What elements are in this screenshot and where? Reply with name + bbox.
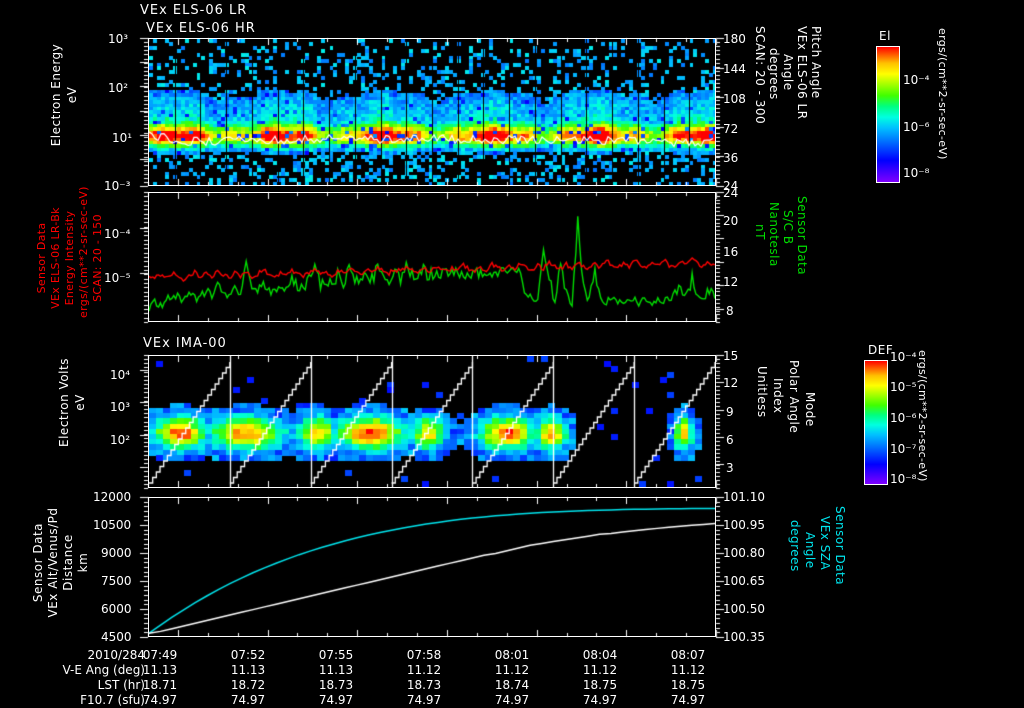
bottom-col-lst: 18.71: [142, 678, 178, 692]
panel-altitude-sza: [148, 497, 716, 637]
panel-ima-spectrogram: [148, 355, 716, 488]
panel4-rtick-100-35: 100.35: [723, 630, 765, 644]
panel3-rtick-12: 12: [723, 376, 739, 390]
colorbar1-tick-1e-4: 10⁻⁴: [903, 73, 930, 87]
panel2-rtick-12: 12: [723, 275, 739, 289]
panel2-ytick-1e-4: 10⁻⁴: [104, 227, 131, 241]
bottom-col-time: 07:55: [318, 648, 354, 662]
bottom-col-f107: 74.97: [494, 693, 530, 707]
panel1-ytick-1000: 10³: [108, 32, 129, 46]
bottom-col-f107: 74.97: [582, 693, 618, 707]
colorbar2: [864, 360, 888, 485]
panel2-rtick-24: 24: [723, 186, 739, 200]
bottom-col-lst: 18.75: [582, 678, 618, 692]
panel1-title-lr: VEx ELS-06 LR: [140, 3, 248, 18]
bottom-col-time: 07:58: [406, 648, 442, 662]
panel3-title: VEx IMA-00: [143, 336, 227, 351]
panel1-rtick-72: 72: [723, 122, 739, 136]
panel-energy-intensity-magfield: [148, 192, 716, 322]
panel3-rtick-3: 3: [726, 461, 734, 475]
bottom-col-time: 07:52: [230, 648, 266, 662]
colorbar1-title: El: [879, 29, 891, 43]
panel3-ytick-1e4: 10⁴: [110, 368, 131, 382]
panel4-rtick-100-65: 100.65: [723, 574, 765, 588]
colorbar1-tick-1e-6: 10⁻⁶: [903, 120, 930, 134]
panel2-rtick-8: 8: [726, 304, 734, 318]
colorbar2-tick-1e-6: 10⁻⁶: [890, 411, 917, 425]
panel4-ytick-4500: 4500: [101, 630, 132, 644]
panel2-rtick-20: 20: [723, 214, 739, 228]
bottom-col-ve-ang: 11.13: [230, 663, 266, 677]
bottom-col-time: 07:49: [142, 648, 178, 662]
panel2-rtick-16: 16: [723, 245, 739, 259]
panel1-ytick-100: 10²: [108, 81, 129, 95]
panel4-ytick-7500: 7500: [101, 574, 132, 588]
bottom-col-ve-ang: 11.13: [142, 663, 178, 677]
panel3-ytick-1e2: 10²: [110, 433, 131, 447]
bottom-col-lst: 18.74: [494, 678, 530, 692]
bottom-col-time: 08:07: [670, 648, 706, 662]
bottom-col-f107: 74.97: [230, 693, 266, 707]
panel4-ytick-10500: 10500: [93, 518, 132, 532]
panel3-rtick-15: 15: [723, 349, 739, 363]
colorbar1-tick-1e-8: 10⁻⁸: [903, 166, 930, 180]
bottom-col-ve-ang: 11.12: [406, 663, 442, 677]
panel1-rtick-36: 36: [723, 151, 739, 165]
panel1-rtick-108: 108: [723, 92, 746, 106]
bottom-col-lst: 18.75: [670, 678, 706, 692]
panel3-rtick-9: 9: [726, 405, 734, 419]
bottom-col-ve-ang: 11.12: [582, 663, 618, 677]
colorbar1: [876, 46, 900, 183]
bottom-col-f107: 74.97: [142, 693, 178, 707]
bottom-col-ve-ang: 11.12: [494, 663, 530, 677]
panel3-rtick-6: 6: [726, 433, 734, 447]
colorbar2-tick-1e-7: 10⁻⁷: [890, 442, 917, 456]
bottom-col-lst: 18.73: [406, 678, 442, 692]
panel4-rtick-100-95: 100.95: [723, 518, 765, 532]
panel1-ytick-1e-3: 10⁻³: [104, 179, 131, 193]
bottom-col-lst: 18.72: [230, 678, 266, 692]
panel4-rtick-100-80: 100.80: [723, 546, 765, 560]
panel1-title-hr: VEx ELS-06 HR: [146, 21, 256, 36]
bottom-axis-table: 2010/284 V-E Ang (deg) LST (hr) F10.7 (s…: [0, 648, 1024, 708]
bottom-col-f107: 74.97: [670, 693, 706, 707]
bottom-col-time: 08:01: [494, 648, 530, 662]
panel4-ytick-6000: 6000: [101, 602, 132, 616]
colorbar2-tick-1e-8: 10⁻⁸: [890, 472, 917, 486]
bottom-col-time: 08:04: [582, 648, 618, 662]
bottom-col-ve-ang: 11.12: [670, 663, 706, 677]
panel1-rtick-180: 180: [723, 32, 746, 46]
panel1-rtick-144: 144: [723, 62, 746, 76]
panel4-ytick-9000: 9000: [101, 546, 132, 560]
panel4-rtick-100-50: 100.50: [723, 602, 765, 616]
panel2-ytick-1e-5: 10⁻⁵: [104, 271, 131, 285]
panel3-ytick-1e3: 10³: [110, 400, 131, 414]
bottom-col-f107: 74.97: [318, 693, 354, 707]
panel4-rtick-101-10: 101.10: [723, 490, 765, 504]
panel4-ytick-12000: 12000: [93, 490, 132, 504]
bottom-col-lst: 18.73: [318, 678, 354, 692]
panel1-ytick-10: 10¹: [112, 131, 133, 145]
colorbar2-tick-1e-4: 10⁻⁴: [890, 350, 917, 364]
bottom-col-f107: 74.97: [406, 693, 442, 707]
colorbar2-tick-1e-5: 10⁻⁵: [890, 380, 917, 394]
panel-els-spectrogram: [148, 38, 716, 186]
bottom-col-ve-ang: 11.13: [318, 663, 354, 677]
